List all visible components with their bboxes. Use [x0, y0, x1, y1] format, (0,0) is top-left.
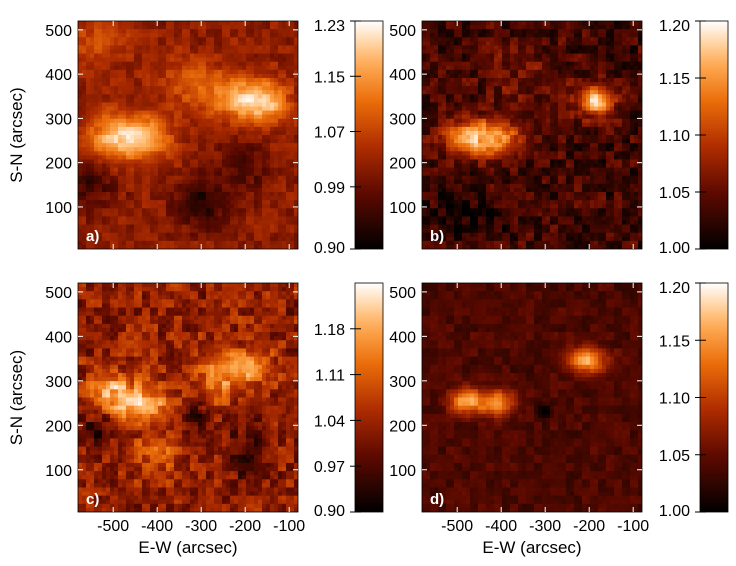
x-tick-label: -500 — [441, 518, 473, 535]
panel-c: c) 100 200 300 400 500 -500 -400 -300 -200 -100 S-N… — [7, 282, 384, 557]
colorbar-tick-label: 1.20 — [659, 18, 690, 35]
y-tick-label: 400 — [389, 67, 416, 84]
y-tick-label: 100 — [389, 463, 416, 480]
x-tick-label: -200 — [229, 518, 261, 535]
colorbar-tick-label: 1.07 — [314, 125, 345, 142]
y-tick-label: 200 — [45, 418, 72, 435]
y-tick-label: 200 — [389, 418, 416, 435]
x-tick-label: -500 — [97, 518, 129, 535]
colorbar-tick-label: 1.15 — [659, 71, 690, 88]
y-tick-label: 400 — [389, 329, 416, 346]
colorbar-tick-label: 1.00 — [659, 240, 690, 257]
panel-label: c) — [86, 491, 99, 508]
y-tick-label: 400 — [45, 67, 72, 84]
colorbar-tick-label: 1.05 — [659, 448, 690, 465]
panel-label: d) — [430, 491, 444, 508]
y-tick-label: 100 — [45, 200, 72, 217]
panel-a: a) 100 200 300 400 500 S-N (arcsec) 1.23 1.15 1.0… — [7, 18, 384, 257]
heatmap-image — [78, 283, 298, 512]
colorbar-tick-label: 1.11 — [315, 368, 345, 385]
colorbar-tick-label: 0.97 — [314, 459, 345, 476]
colorbar-tick-label: 1.04 — [314, 413, 345, 430]
panel-b: b) 100 200 300 400 500 1.20 1.15 1.10 1.05 1.00 — [389, 18, 729, 257]
y-tick-label: 100 — [45, 463, 72, 480]
x-tick-label: -100 — [273, 518, 305, 535]
y-tick-label: 500 — [45, 285, 72, 302]
colorbar-tick-label: 1.18 — [314, 322, 345, 339]
x-tick-label: -300 — [529, 518, 561, 535]
colorbar-tick-label: 1.10 — [659, 391, 690, 408]
colorbar — [355, 21, 383, 249]
colorbar-frame — [354, 282, 384, 513]
heatmap-image — [78, 21, 298, 249]
y-tick-label: 200 — [45, 156, 72, 173]
x-tick-label: -300 — [185, 518, 217, 535]
plot-frame — [77, 282, 299, 513]
y-axis-title: S-N (arcsec) — [7, 87, 26, 182]
y-tick-label: 300 — [45, 374, 72, 391]
colorbar-tick-label: 0.99 — [314, 180, 345, 197]
colorbar-tick-label: 1.20 — [659, 280, 690, 297]
y-axis-title: S-N (arcsec) — [7, 350, 26, 445]
heatmap-image — [422, 21, 642, 249]
x-axis-title: E-W (arcsec) — [482, 538, 581, 557]
x-tick-label: -400 — [141, 518, 173, 535]
colorbar-tick-label: 1.23 — [314, 18, 345, 35]
colorbar-tick-label: 1.00 — [659, 503, 690, 520]
colorbar-tick-label: 1.15 — [314, 69, 345, 86]
colorbar-tick-label: 1.10 — [659, 128, 690, 145]
y-tick-label: 500 — [389, 23, 416, 40]
plot-frame — [77, 20, 299, 250]
heatmap-image — [422, 283, 642, 512]
y-tick-label: 500 — [45, 23, 72, 40]
y-tick-label: 400 — [45, 329, 72, 346]
x-tick-label: -400 — [485, 518, 517, 535]
y-tick-label: 100 — [389, 200, 416, 217]
panel-d: d) 100 200 300 400 500 -500 -400 -300 -200 -100 E-W… — [389, 280, 729, 557]
y-tick-label: 300 — [389, 111, 416, 128]
colorbar — [355, 283, 383, 512]
panel-label: b) — [430, 228, 444, 245]
plot-frame — [421, 20, 643, 250]
y-tick-label: 200 — [389, 156, 416, 173]
y-tick-label: 500 — [389, 285, 416, 302]
y-tick-label: 300 — [45, 111, 72, 128]
plot-frame — [421, 282, 643, 513]
x-tick-label: -200 — [573, 518, 605, 535]
colorbar-frame — [354, 20, 384, 250]
y-tick-label: 300 — [389, 374, 416, 391]
x-tick-label: -100 — [617, 518, 649, 535]
panel-label: a) — [86, 228, 99, 245]
colorbar-tick-label: 0.90 — [314, 240, 345, 257]
x-axis-title: E-W (arcsec) — [138, 538, 237, 557]
colorbar-tick-label: 1.15 — [659, 333, 690, 350]
colorbar-tick-label: 1.05 — [659, 185, 690, 202]
colorbar-tick-label: 0.90 — [314, 503, 345, 520]
